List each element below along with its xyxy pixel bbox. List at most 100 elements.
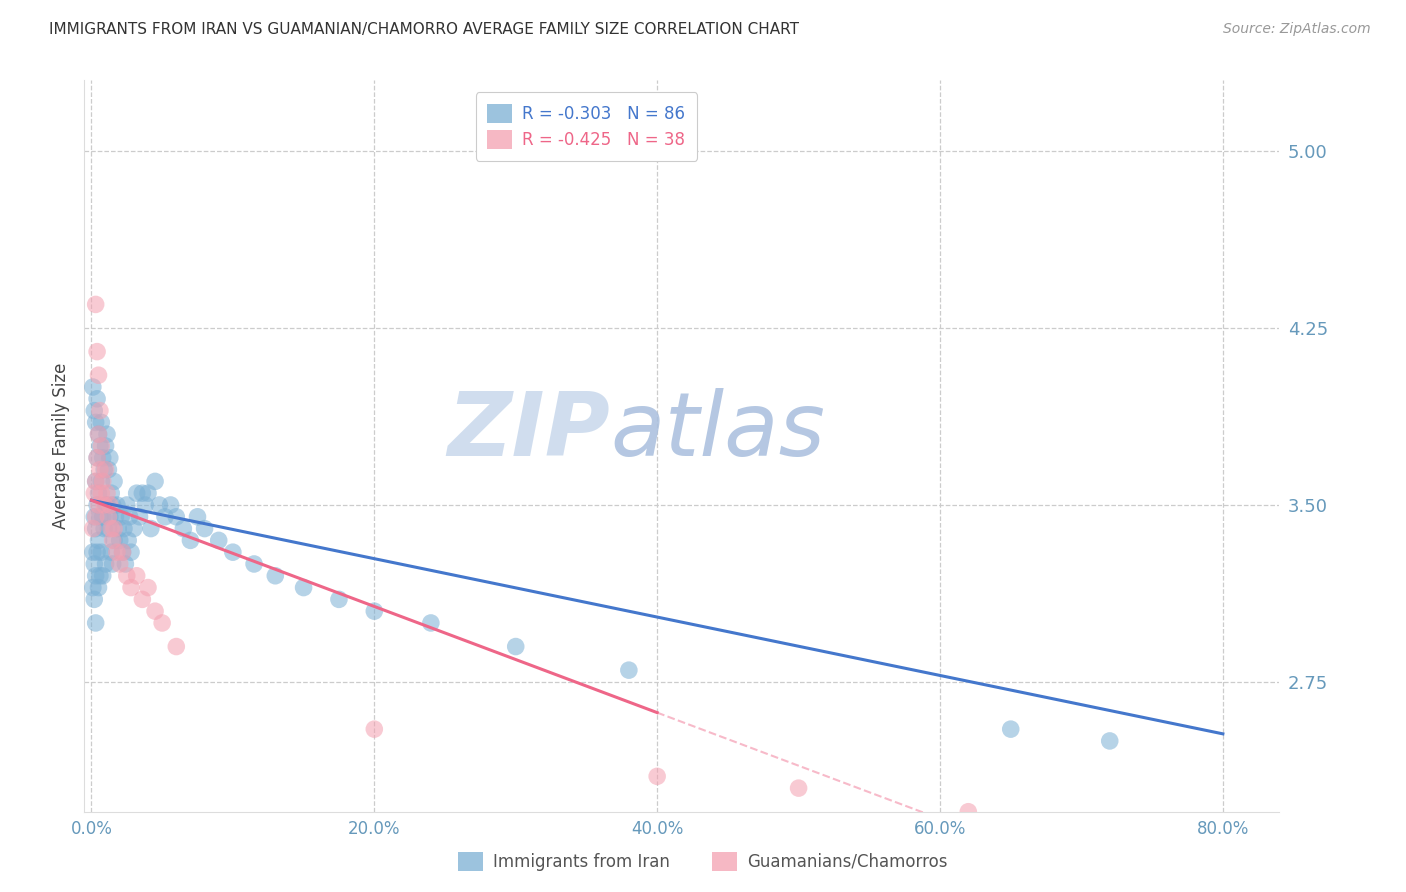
Point xyxy=(419,615,441,630)
Legend: R = -0.303   N = 86, R = -0.425   N = 38: R = -0.303 N = 86, R = -0.425 N = 38 xyxy=(475,92,697,161)
Point xyxy=(91,568,114,582)
Point xyxy=(101,557,124,571)
Point xyxy=(82,581,104,595)
Point xyxy=(617,663,640,677)
Point xyxy=(86,450,108,465)
Point xyxy=(105,498,128,512)
Point xyxy=(90,545,112,559)
Point xyxy=(84,522,107,536)
Point xyxy=(150,615,173,630)
Point xyxy=(89,439,111,453)
Point xyxy=(159,498,181,512)
Point xyxy=(139,522,162,536)
Point xyxy=(957,805,980,819)
Point xyxy=(111,545,134,559)
Point xyxy=(90,486,112,500)
Point xyxy=(83,557,105,571)
Point xyxy=(186,509,208,524)
Point xyxy=(194,522,217,536)
Point xyxy=(264,568,287,582)
Point xyxy=(89,509,111,524)
Point xyxy=(89,568,111,582)
Point xyxy=(87,581,110,595)
Legend: Immigrants from Iran, Guamanians/Chamorros: Immigrants from Iran, Guamanians/Chamorr… xyxy=(450,843,956,880)
Point xyxy=(84,509,107,524)
Point xyxy=(83,403,105,417)
Point xyxy=(97,462,120,476)
Point xyxy=(143,475,166,489)
Point xyxy=(101,533,124,548)
Point xyxy=(87,486,110,500)
Point xyxy=(84,568,107,582)
Point xyxy=(136,486,159,500)
Point xyxy=(105,545,128,559)
Point xyxy=(100,545,122,559)
Point xyxy=(328,592,350,607)
Point xyxy=(108,557,131,571)
Point xyxy=(89,462,111,476)
Point xyxy=(363,604,385,618)
Point xyxy=(86,545,108,559)
Point xyxy=(165,509,187,524)
Point xyxy=(111,545,134,559)
Point xyxy=(82,545,104,559)
Point xyxy=(84,615,107,630)
Point xyxy=(1000,722,1022,736)
Point xyxy=(87,533,110,548)
Point xyxy=(87,427,110,442)
Point xyxy=(645,769,668,783)
Point xyxy=(86,450,108,465)
Point xyxy=(87,368,110,383)
Point xyxy=(148,498,170,512)
Point xyxy=(103,533,125,548)
Point xyxy=(125,568,148,582)
Point xyxy=(165,640,187,654)
Point xyxy=(94,498,117,512)
Point xyxy=(96,486,118,500)
Point xyxy=(363,722,385,736)
Point xyxy=(101,498,124,512)
Point xyxy=(89,403,111,417)
Point xyxy=(94,439,117,453)
Point xyxy=(93,522,115,536)
Point xyxy=(153,509,176,524)
Point xyxy=(90,439,112,453)
Point xyxy=(110,509,132,524)
Point xyxy=(131,592,153,607)
Point xyxy=(98,509,121,524)
Point xyxy=(93,462,115,476)
Point xyxy=(243,557,266,571)
Point xyxy=(208,533,231,548)
Point xyxy=(82,522,104,536)
Point xyxy=(86,344,108,359)
Point xyxy=(98,450,121,465)
Point xyxy=(91,450,114,465)
Point xyxy=(115,498,138,512)
Point xyxy=(117,533,139,548)
Point xyxy=(83,592,105,607)
Point xyxy=(134,498,156,512)
Point xyxy=(91,509,114,524)
Point xyxy=(90,416,112,430)
Point xyxy=(179,533,201,548)
Point xyxy=(86,498,108,512)
Point xyxy=(96,498,118,512)
Point xyxy=(292,581,315,595)
Point xyxy=(114,557,136,571)
Point xyxy=(100,522,122,536)
Point xyxy=(120,581,142,595)
Point xyxy=(143,604,166,618)
Point xyxy=(83,486,105,500)
Point xyxy=(84,297,107,311)
Point xyxy=(787,781,810,796)
Point xyxy=(94,462,117,476)
Point xyxy=(96,427,118,442)
Point xyxy=(100,486,122,500)
Point xyxy=(107,522,129,536)
Point xyxy=(93,498,115,512)
Point xyxy=(87,427,110,442)
Point xyxy=(122,522,145,536)
Point xyxy=(120,545,142,559)
Point xyxy=(172,522,194,536)
Point xyxy=(87,498,110,512)
